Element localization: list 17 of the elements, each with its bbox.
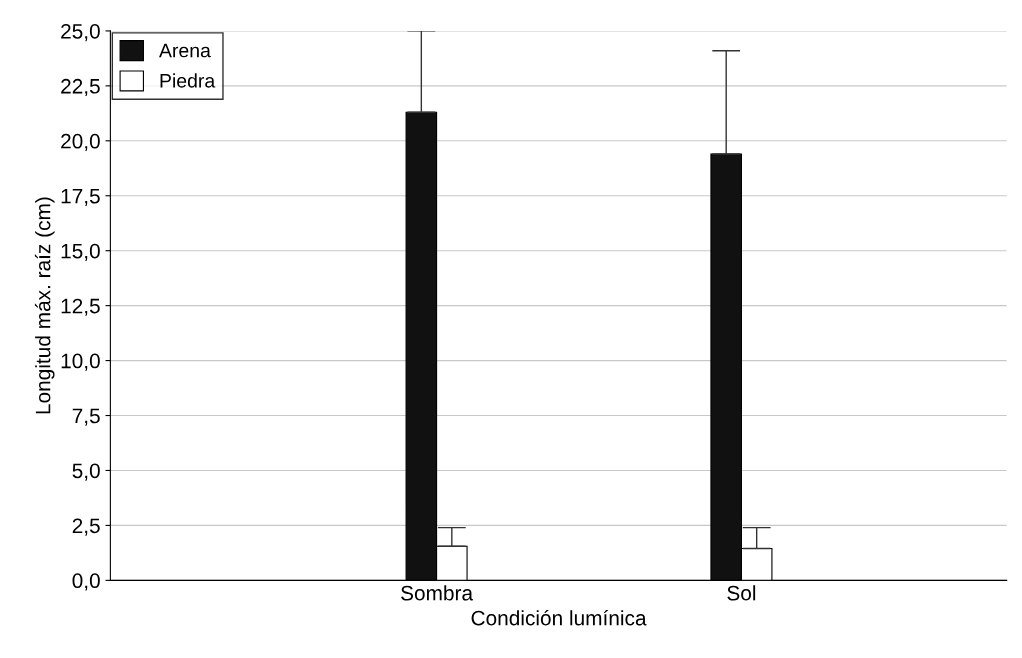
y-axis-title: Longitud máx. raíz (cm) — [34, 197, 55, 414]
x-tick-label: Sol — [727, 585, 756, 601]
y-tick-label: 20,0 — [61, 133, 100, 152]
legend-label: Arena — [159, 43, 211, 58]
y-tick-label: 12,5 — [61, 298, 100, 316]
y-tick-label: 0,0 — [72, 573, 100, 591]
y-tick-label: 25,0 — [61, 23, 100, 42]
y-tick-label: 15,0 — [61, 243, 100, 261]
y-tick-label: 10,0 — [61, 353, 100, 371]
y-tick-label: 17,5 — [61, 188, 100, 206]
x-axis-title: Condición lumínica — [471, 609, 647, 626]
y-tick-label: 2,5 — [72, 518, 100, 536]
legend-label: Piedra — [160, 73, 216, 88]
y-tick-label: 5,0 — [72, 463, 100, 481]
y-tick-label: 7,5 — [72, 408, 100, 426]
x-tick-label: Sombra — [401, 585, 474, 601]
y-tick-label: 22,5 — [61, 78, 100, 97]
